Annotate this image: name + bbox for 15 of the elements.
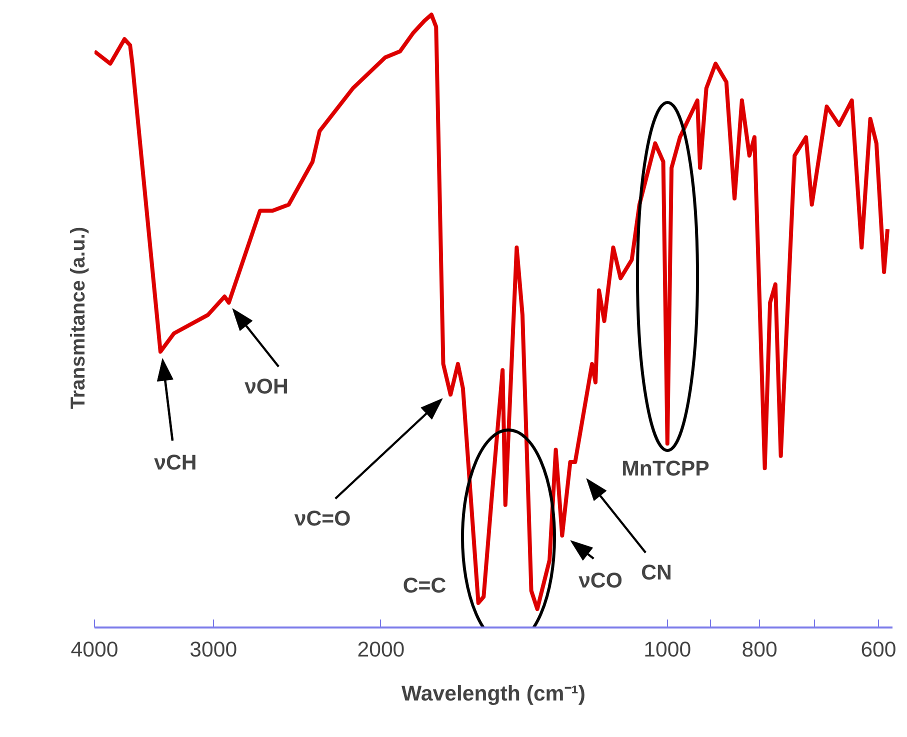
annotation: νC=O [294, 506, 351, 530]
annotation: MnTCPP [622, 456, 710, 480]
annotation: CN [641, 560, 672, 584]
annotation: C=C [402, 574, 446, 598]
y-axis-title: Transmitance (a.u.) [68, 226, 90, 410]
x-tick-label: 800 [742, 638, 778, 662]
x-tick-label: 2000 [357, 638, 405, 662]
x-tick-label: 1000 [644, 638, 692, 662]
x-tick-label: 600 [860, 638, 896, 662]
x-tick-label: 4000 [70, 638, 118, 662]
x-axis-title: Wavelength (cm⁻¹) [402, 682, 586, 706]
x-tick-label: 3000 [190, 638, 238, 662]
annotation: νCH [154, 450, 197, 474]
annotation: νOH [244, 374, 288, 398]
annotation: νCO [578, 568, 622, 592]
